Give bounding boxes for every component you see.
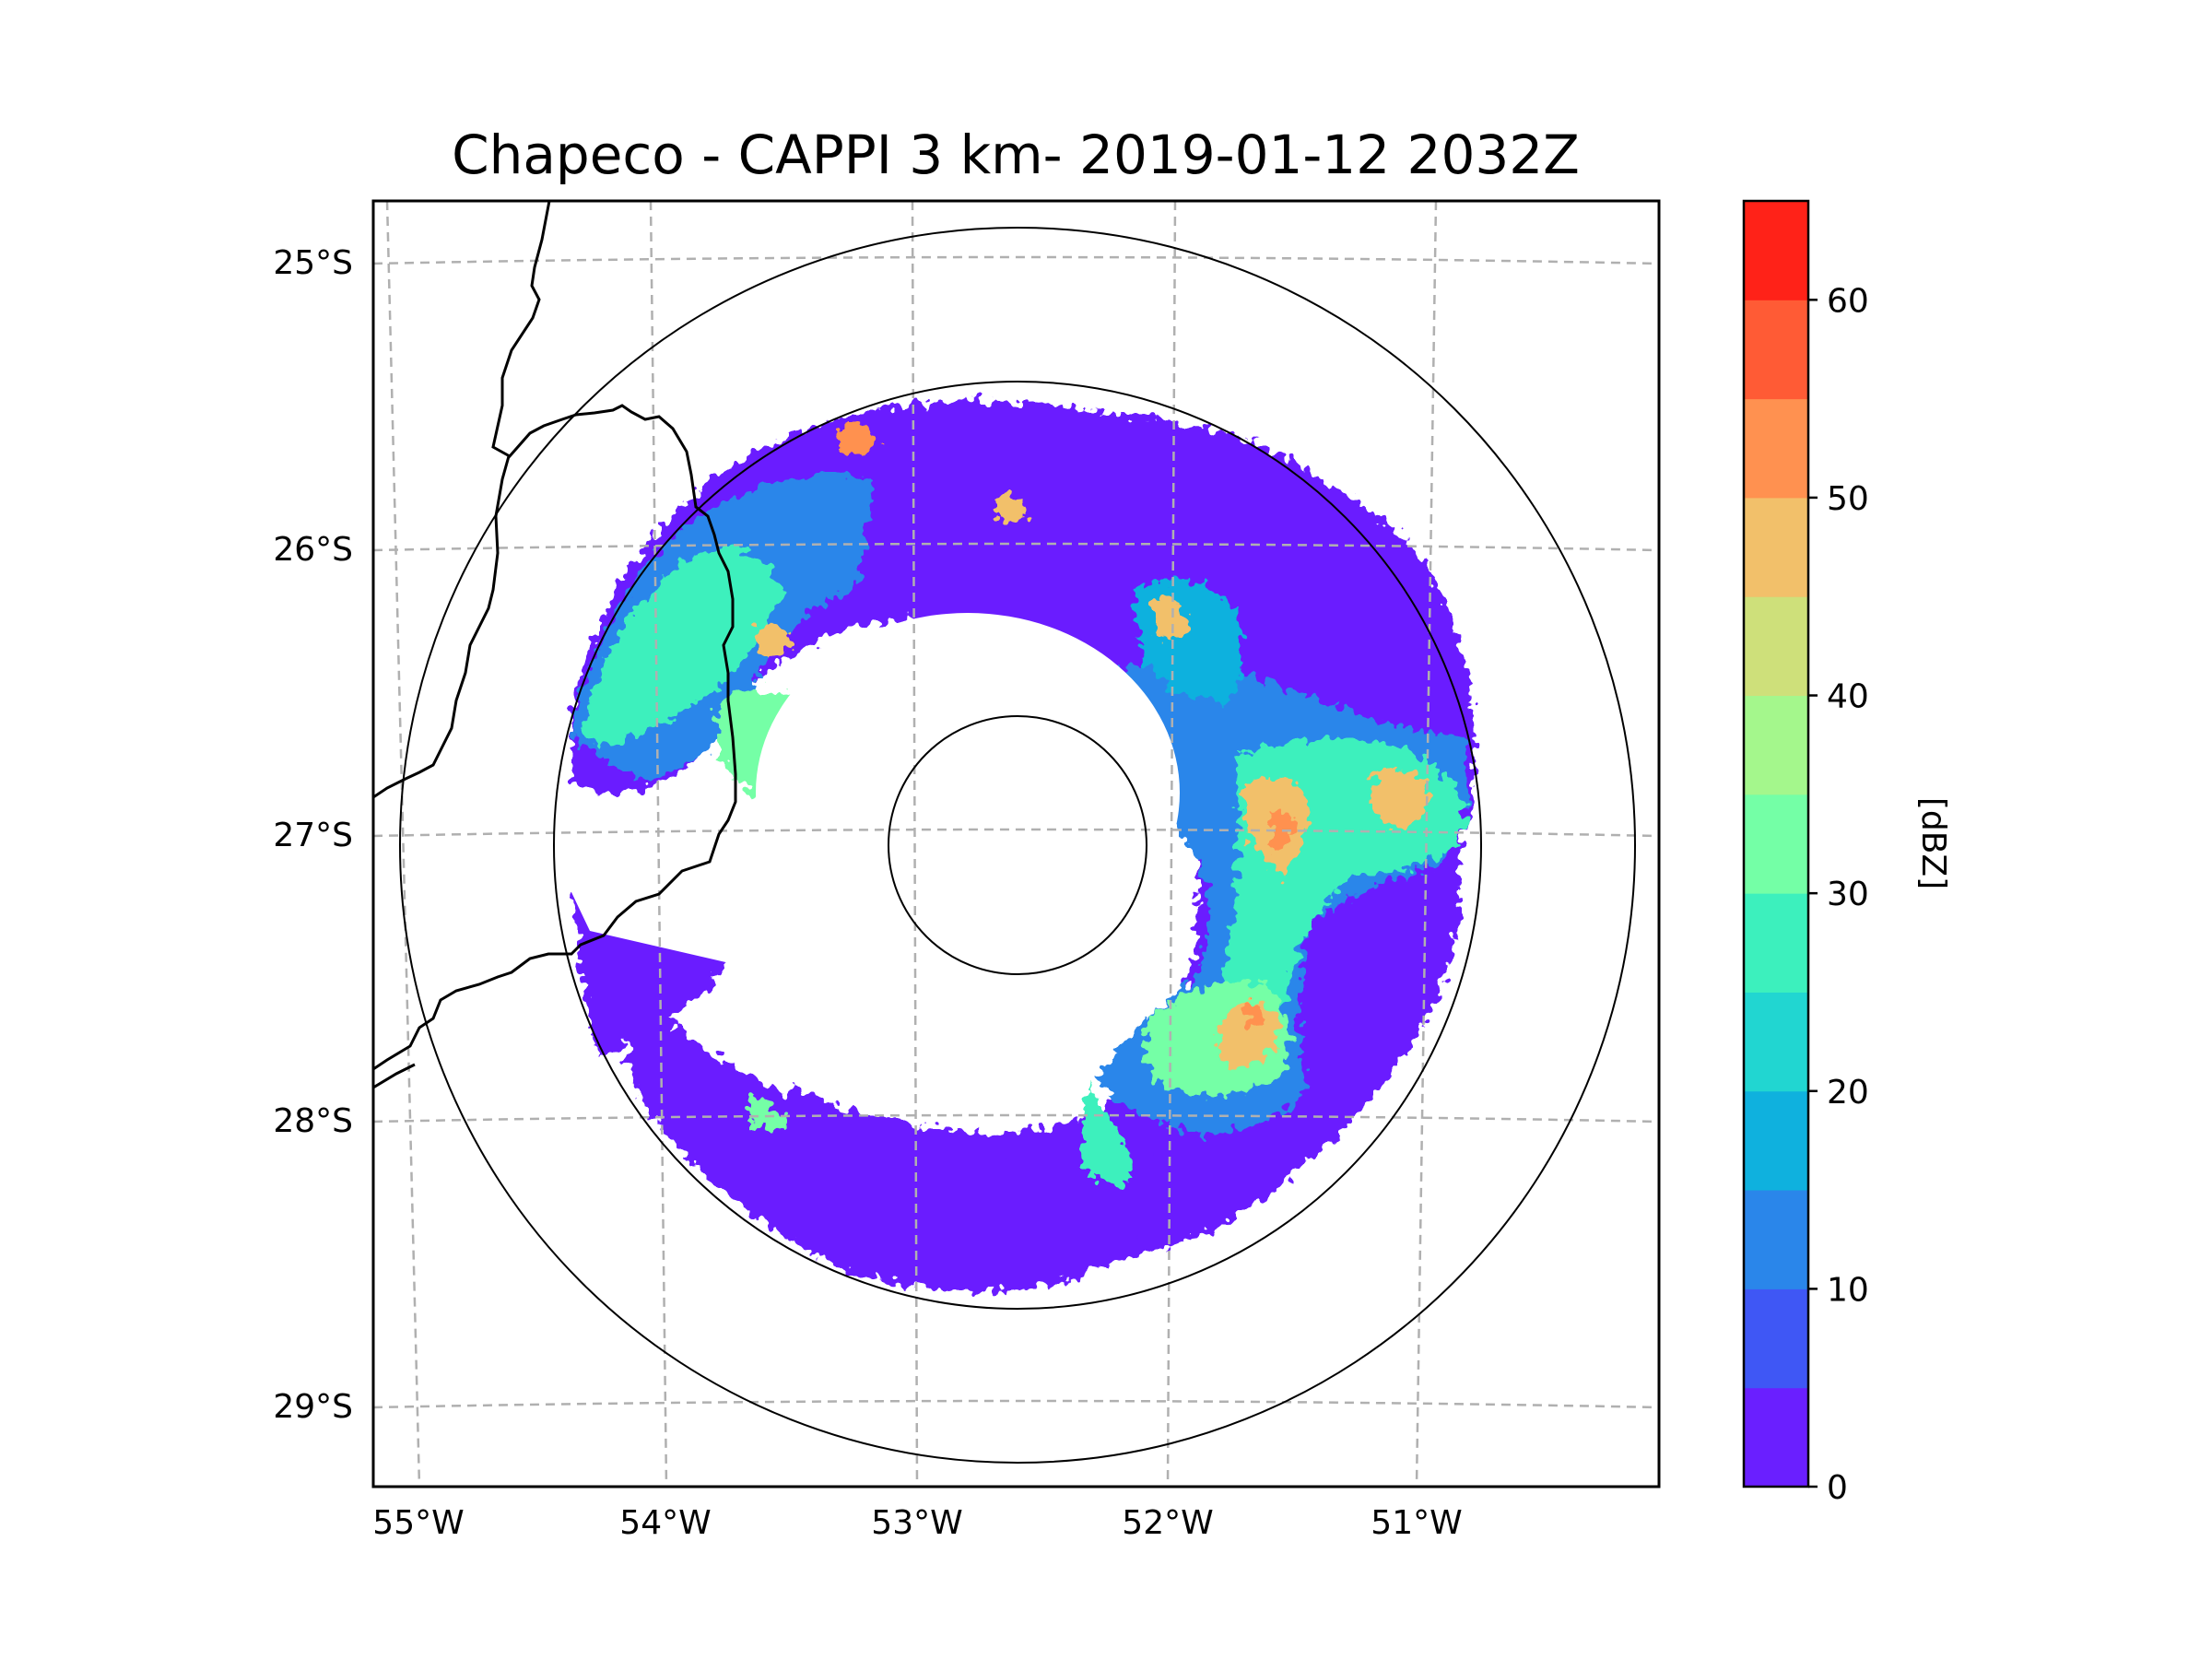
- colorbar-swatch: [1744, 398, 1808, 499]
- meridian-55: [385, 201, 421, 1487]
- colorbar-tick-label: 40: [1827, 678, 1869, 716]
- colorbar-swatch: [1744, 596, 1808, 697]
- echo-near-arc-1: [942, 767, 1013, 821]
- parallel-26: [373, 542, 1659, 552]
- echo-core-southwest: [747, 1097, 788, 1132]
- colorbar-swatch: [1744, 1288, 1808, 1389]
- x-tick-label: 53°W: [871, 1504, 962, 1542]
- parallel-25: [373, 255, 1659, 265]
- map-frame: [371, 199, 1661, 1488]
- meridian-51: [1415, 201, 1438, 1487]
- echo-core-north: [839, 421, 876, 455]
- y-tick-label: 28°S: [273, 1102, 353, 1140]
- colorbar-swatch: [1744, 1387, 1808, 1488]
- colorbar-swatch: [1744, 1190, 1808, 1289]
- border-uruguay: [373, 1063, 416, 1089]
- x-tick-label: 54°W: [619, 1504, 711, 1542]
- colorbar-swatches: [1744, 201, 1808, 1488]
- y-tick-label: 26°S: [273, 531, 353, 569]
- colorbar-tick-label: 50: [1827, 480, 1869, 518]
- x-tick-label: 51°W: [1371, 1504, 1462, 1542]
- echo-strong-west: [719, 689, 835, 802]
- colorbar: 0 10 20 30 40 50 60 [dBZ]: [1742, 199, 1952, 1507]
- reflectivity-field: [571, 400, 1475, 1292]
- meridian-53: [911, 201, 919, 1487]
- map-background: [373, 201, 1659, 1487]
- parallel-27: [373, 828, 1659, 838]
- colorbar-swatch: [1744, 1090, 1808, 1191]
- colorbar-swatch: [1744, 695, 1808, 795]
- echo-southwest-band: [571, 876, 756, 1060]
- x-tick-label: 52°W: [1122, 1504, 1213, 1542]
- meridian-52: [1166, 201, 1177, 1487]
- colorbar-label: [dBZ]: [1914, 797, 1952, 889]
- colorbar-ticks: 0 10 20 30 40 50 60: [1808, 282, 1869, 1507]
- x-axis-labels: 55°W 54°W 53°W 52°W 51°W: [372, 1504, 1462, 1542]
- colorbar-swatch: [1744, 201, 1808, 300]
- echo-core-north-2: [995, 495, 1028, 524]
- meridian-54: [649, 201, 668, 1487]
- colorbar-tick-label: 30: [1827, 876, 1869, 913]
- political-borders: [373, 201, 737, 1089]
- range-ring-200: [553, 381, 1482, 1310]
- x-tick-label: 55°W: [372, 1504, 464, 1542]
- colorbar-swatch: [1744, 893, 1808, 993]
- echo-core-northeast: [1152, 597, 1189, 640]
- colorbar-tick-label: 20: [1827, 1074, 1869, 1112]
- range-rings: [399, 227, 1636, 1464]
- echo-near-arc-3: [1059, 815, 1070, 853]
- chart-title: Chapeco - CAPPI 3 km- 2019-01-12 2032Z: [452, 124, 1580, 186]
- colorbar-swatch: [1744, 497, 1808, 597]
- gridlines: [373, 201, 1659, 1487]
- echo-core-southeast-2: [1244, 1002, 1267, 1030]
- echo-core-far-east: [1371, 768, 1429, 830]
- colorbar-swatch: [1744, 794, 1808, 894]
- y-tick-label: 29°S: [273, 1388, 353, 1426]
- echo-south-band: [627, 995, 1198, 1292]
- colorbar-frame: [1742, 199, 1810, 1488]
- colorbar-swatch: [1744, 992, 1808, 1092]
- range-ring-100: [888, 715, 1147, 975]
- colorbar-swatch: [1744, 300, 1808, 400]
- colorbar-tick-label: 60: [1827, 282, 1869, 320]
- border-argentina-brazil: [373, 201, 737, 1071]
- y-axis-labels: 25°S 26°S 27°S 28°S 29°S: [273, 244, 353, 1426]
- echo-near-arc-2: [956, 781, 1015, 822]
- echo-core-west: [756, 624, 793, 658]
- map-panel: [371, 199, 1661, 1488]
- range-ring-300: [399, 227, 1636, 1464]
- colorbar-tick-label: 0: [1827, 1469, 1848, 1507]
- parallel-29: [373, 1399, 1659, 1409]
- y-tick-label: 25°S: [273, 244, 353, 282]
- y-tick-label: 27°S: [273, 817, 353, 854]
- echo-strong-south: [1078, 1088, 1134, 1186]
- colorbar-tick-label: 10: [1827, 1271, 1869, 1309]
- parallel-28: [373, 1113, 1659, 1124]
- border-paraguay: [373, 455, 511, 799]
